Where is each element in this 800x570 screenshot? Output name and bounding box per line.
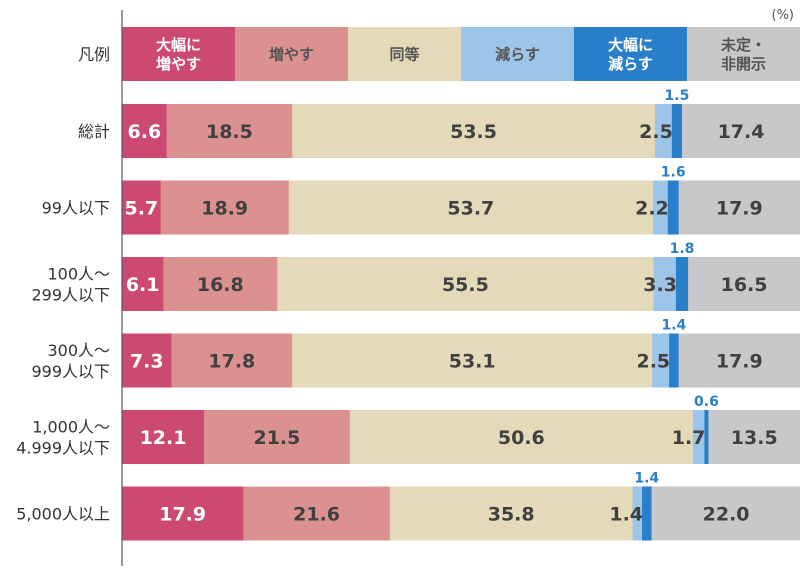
bar-segment [389,486,633,541]
data-label: 18.9 [201,197,248,219]
bar-segment [122,180,162,235]
bar-segment [678,333,800,388]
bar-segment [292,333,653,388]
bar-segment [122,410,205,464]
data-label: 55.5 [442,274,489,296]
data-label: 1.4 [609,503,643,525]
legend-swatch [687,27,800,81]
bar-segment [652,333,670,388]
bar-segment [122,486,244,541]
bar-segment [653,257,677,311]
bar-segment [277,257,654,311]
unit-label: (%) [771,8,795,23]
legend-label: 増やす [269,45,314,63]
data-label: 0.6 [694,394,719,410]
data-label: 2.2 [635,197,669,219]
data-label: 21.5 [253,427,300,449]
legend-label: 未定・非開示 [720,36,766,73]
data-label: 17.4 [718,121,765,143]
data-label: 16.8 [197,274,244,296]
data-label: 21.6 [293,503,340,525]
bar-segment [122,104,168,158]
category-label: 1,000人～ 4.999人以下 [16,417,110,457]
data-label: 5.7 [124,197,158,219]
bar-segment [288,180,654,235]
data-label: 6.1 [126,274,160,296]
category-label: 総計 [78,122,110,141]
legend-row-label: 凡例 [78,45,110,64]
data-label: 1.6 [661,165,686,181]
data-label: 2.5 [636,350,670,372]
legend-swatch [574,27,688,81]
bar-segment [652,180,669,235]
bar-segment [671,104,683,158]
data-label: 53.1 [449,350,496,372]
category-label: 300人～ 999人以下 [31,341,110,381]
bar-segment [122,257,164,311]
category-label: 5,000人以上 [16,504,110,523]
bar-segment [243,486,391,541]
legend-label: 大幅に増やす [156,36,201,73]
bar-segment [678,180,800,235]
bar-segment [349,410,694,464]
category-label: 100人～ 299人以下 [31,264,110,304]
legend-label: 大幅に減らす [608,36,653,73]
bar-segment [669,333,680,388]
data-label: 53.5 [450,121,497,143]
data-label: 1.5 [665,88,690,104]
data-label: 50.6 [498,427,545,449]
data-label: 12.1 [140,427,187,449]
category-label: 99人以下 [42,198,110,217]
data-label: 1.8 [670,241,695,257]
data-label: 7.3 [130,350,164,372]
bar-segment [642,486,652,541]
data-label: 13.5 [731,427,778,449]
bar-segment [122,333,172,388]
bar-segment [632,486,643,541]
bar-segment [667,180,680,235]
data-label: 53.7 [447,197,494,219]
bar-segment [166,104,293,158]
legend-swatch [235,27,349,81]
bar-segment [163,257,278,311]
bar-segment [651,486,800,541]
bar-segment [704,410,709,464]
data-label: 22.0 [703,503,750,525]
bar-segment [675,257,689,311]
data-label: 1.4 [661,318,686,334]
bar-segment [682,104,800,158]
data-label: 18.5 [206,121,253,143]
data-label: 17.9 [716,350,763,372]
bar-segment [171,333,293,388]
legend-label: 同等 [389,45,419,63]
data-label: 17.9 [159,503,206,525]
data-label: 1.4 [634,471,659,487]
bar-segment [708,410,800,464]
bar-segment [688,257,800,311]
data-label: 2.5 [639,121,673,143]
data-label: 16.5 [721,274,768,296]
legend-swatch [122,27,236,81]
bar-segment [654,104,673,158]
data-label: 1.7 [672,427,706,449]
legend-swatch [348,27,462,81]
legend-swatch [461,27,575,81]
data-label: 35.8 [488,503,535,525]
legend-label: 減らす [495,45,540,63]
data-label: 17.8 [208,350,255,372]
bar-segment [160,180,290,235]
bar-segment [204,410,351,464]
bar-segment [692,410,705,464]
data-label: 3.3 [643,274,677,296]
data-label: 6.6 [128,121,162,143]
data-label: 17.9 [716,197,763,219]
bar-segment [292,104,656,158]
